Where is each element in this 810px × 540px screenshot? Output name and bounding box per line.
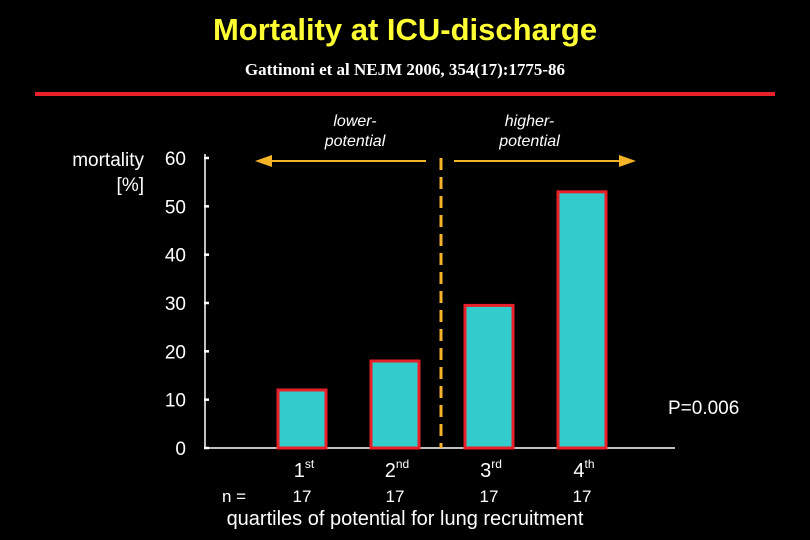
bar-3 — [463, 303, 515, 450]
n-value-4: 17 — [573, 487, 592, 506]
x-tick-label-2: 2nd — [385, 457, 409, 482]
bar-1 — [276, 388, 328, 450]
p-value-annotation: P=0.006 — [668, 398, 740, 419]
region-label-lower: lower- potential — [300, 112, 410, 152]
chart-subtitle: Gattinoni et al NEJM 2006, 354(17):1775-… — [244, 60, 566, 79]
y-tick-label-20: 20 — [165, 342, 186, 363]
x-tick-label-1: 1st — [294, 457, 315, 482]
lower-arrow-head — [255, 155, 272, 167]
y-tick-label-10: 10 — [165, 391, 186, 412]
x-tick-label-4: 4th — [573, 457, 594, 482]
chart-title: Mortality at ICU-discharge — [212, 12, 598, 47]
bar-4 — [556, 190, 608, 450]
y-axis-label-line1: mortality — [72, 150, 144, 171]
n-label: n = — [222, 487, 247, 506]
title-divider — [35, 92, 775, 96]
region-label-lower-line2: potential — [324, 133, 386, 150]
y-tick-label-30: 30 — [165, 294, 186, 315]
y-tick-label-50: 50 — [165, 197, 186, 218]
n-value-3: 17 — [480, 487, 499, 506]
y-axis-label-line2: [%] — [116, 175, 144, 196]
n-value-2: 17 — [386, 487, 405, 506]
y-tick-label-60: 60 — [165, 149, 186, 170]
bar-2 — [369, 359, 421, 450]
higher-arrow-head — [619, 155, 636, 167]
y-tick-label-40: 40 — [165, 246, 186, 267]
n-value-1: 17 — [293, 487, 312, 506]
x-axis-label: quartiles of potential for lung recruitm… — [226, 508, 584, 530]
region-label-higher-line2: potential — [499, 133, 560, 150]
y-axis-label: mortality [%] — [40, 148, 144, 198]
region-label-higher-line1: higher- — [504, 113, 555, 130]
region-label-lower-line1: lower- — [333, 113, 377, 130]
y-tick-label-0: 0 — [175, 439, 186, 460]
region-label-higher: higher- potential — [472, 112, 587, 152]
x-tick-label-3: 3rd — [480, 457, 502, 482]
